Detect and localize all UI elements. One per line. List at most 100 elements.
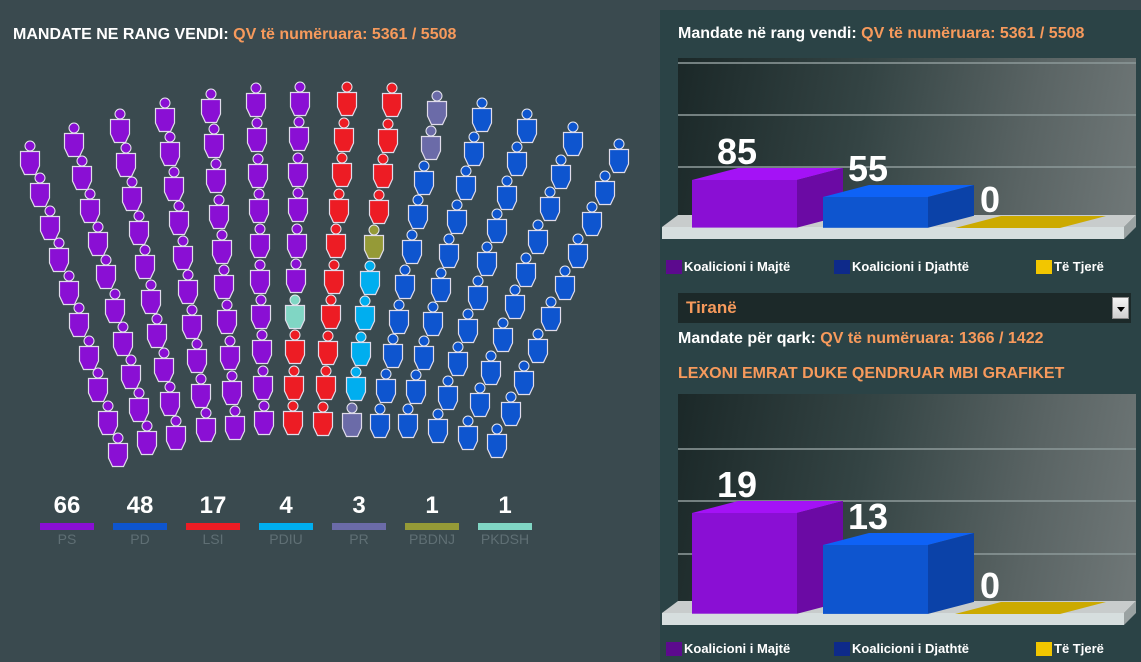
seat-ps[interactable] bbox=[121, 176, 143, 212]
seat-ps[interactable] bbox=[186, 338, 208, 374]
seat-lsi[interactable] bbox=[323, 259, 345, 295]
seat-pd[interactable] bbox=[539, 186, 561, 222]
seat-ps[interactable] bbox=[154, 97, 176, 133]
seat-pd[interactable] bbox=[527, 219, 549, 255]
seat-lsi[interactable] bbox=[312, 401, 334, 437]
seat-ps[interactable] bbox=[251, 329, 273, 365]
seat-pd[interactable] bbox=[413, 335, 435, 371]
seat-ps[interactable] bbox=[213, 264, 235, 300]
seat-ps[interactable] bbox=[247, 153, 269, 189]
seat-lsi[interactable] bbox=[336, 81, 358, 117]
seat-pd[interactable] bbox=[540, 296, 562, 332]
seat-lsi[interactable] bbox=[328, 188, 350, 224]
seat-ps[interactable] bbox=[71, 155, 93, 191]
chart-bar-2[interactable] bbox=[955, 602, 1116, 615]
seat-pd[interactable] bbox=[457, 415, 479, 451]
seat-ps[interactable] bbox=[95, 254, 117, 290]
chart-bar-1[interactable] bbox=[823, 185, 974, 230]
seat-pdiu[interactable] bbox=[350, 331, 372, 367]
seat-ps[interactable] bbox=[120, 354, 142, 390]
seat-pd[interactable] bbox=[405, 369, 427, 405]
seat-ps[interactable] bbox=[165, 415, 187, 451]
seat-pd[interactable] bbox=[388, 299, 410, 335]
seat-ps[interactable] bbox=[211, 229, 233, 265]
seat-ps[interactable] bbox=[249, 223, 271, 259]
seat-ps[interactable] bbox=[159, 131, 181, 167]
seat-pd[interactable] bbox=[438, 233, 460, 269]
seat-ps[interactable] bbox=[288, 116, 310, 152]
seat-pd[interactable] bbox=[608, 138, 630, 174]
seat-pd[interactable] bbox=[447, 341, 469, 377]
seat-pd[interactable] bbox=[446, 199, 468, 235]
seat-ps[interactable] bbox=[136, 420, 158, 456]
seat-lsi[interactable] bbox=[372, 153, 394, 189]
seat-lsi[interactable] bbox=[331, 152, 353, 188]
seat-pd[interactable] bbox=[516, 108, 538, 144]
seat-ps[interactable] bbox=[219, 335, 241, 371]
seat-ps[interactable] bbox=[286, 223, 308, 259]
seat-lsi[interactable] bbox=[333, 117, 355, 153]
seat-pd[interactable] bbox=[506, 141, 528, 177]
seat-pbdnj[interactable] bbox=[363, 224, 385, 260]
seat-ps[interactable] bbox=[153, 347, 175, 383]
seat-pkdsh[interactable] bbox=[284, 294, 306, 330]
seat-ps[interactable] bbox=[252, 365, 274, 401]
seat-ps[interactable] bbox=[172, 235, 194, 271]
seat-ps[interactable] bbox=[107, 432, 129, 468]
seat-lsi[interactable] bbox=[317, 330, 339, 366]
national-coalition-chart[interactable]: 85 55 0 bbox=[662, 58, 1141, 248]
seat-ps[interactable] bbox=[249, 259, 271, 295]
seat-pd[interactable] bbox=[394, 264, 416, 300]
seat-pd[interactable] bbox=[369, 403, 391, 439]
seat-pd[interactable] bbox=[554, 265, 576, 301]
seat-ps[interactable] bbox=[224, 405, 246, 441]
seat-pd[interactable] bbox=[422, 301, 444, 337]
seat-ps[interactable] bbox=[134, 244, 156, 280]
seat-pd[interactable] bbox=[455, 165, 477, 201]
chart-bar-2[interactable] bbox=[955, 216, 1116, 229]
seat-pd[interactable] bbox=[397, 403, 419, 439]
seat-pd[interactable] bbox=[492, 317, 514, 353]
seat-ps[interactable] bbox=[208, 194, 230, 230]
seat-ps[interactable] bbox=[216, 299, 238, 335]
seat-pd[interactable] bbox=[469, 382, 491, 418]
seat-pd[interactable] bbox=[457, 308, 479, 344]
seat-ps[interactable] bbox=[146, 313, 168, 349]
seat-lsi[interactable] bbox=[368, 189, 390, 225]
seat-pd[interactable] bbox=[430, 267, 452, 303]
seat-pd[interactable] bbox=[562, 121, 584, 157]
seat-lsi[interactable] bbox=[320, 294, 342, 330]
seat-pd[interactable] bbox=[594, 170, 616, 206]
seat-ps[interactable] bbox=[248, 188, 270, 224]
seat-ps[interactable] bbox=[177, 269, 199, 305]
seat-ps[interactable] bbox=[39, 205, 61, 241]
seat-lsi[interactable] bbox=[325, 223, 347, 259]
seat-ps[interactable] bbox=[253, 400, 275, 436]
seat-pd[interactable] bbox=[504, 284, 526, 320]
seat-pdiu[interactable] bbox=[359, 260, 381, 296]
seat-ps[interactable] bbox=[245, 82, 267, 118]
seat-pd[interactable] bbox=[471, 97, 493, 133]
district-coalition-chart[interactable]: 19 13 0 bbox=[662, 394, 1141, 626]
seat-ps[interactable] bbox=[29, 172, 51, 208]
seat-ps[interactable] bbox=[79, 188, 101, 224]
seat-ps[interactable] bbox=[159, 381, 181, 417]
seat-pd[interactable] bbox=[480, 350, 502, 386]
seat-pdiu[interactable] bbox=[354, 295, 376, 331]
seat-ps[interactable] bbox=[190, 373, 212, 409]
seat-ps[interactable] bbox=[195, 407, 217, 443]
seat-lsi[interactable] bbox=[282, 400, 304, 436]
seat-ps[interactable] bbox=[205, 158, 227, 194]
seat-ps[interactable] bbox=[48, 237, 70, 273]
seat-pd[interactable] bbox=[463, 131, 485, 167]
seat-ps[interactable] bbox=[289, 81, 311, 117]
seat-pd[interactable] bbox=[515, 252, 537, 288]
seat-ps[interactable] bbox=[128, 210, 150, 246]
seat-pd[interactable] bbox=[496, 175, 518, 211]
seat-ps[interactable] bbox=[221, 370, 243, 406]
seat-ps[interactable] bbox=[63, 122, 85, 158]
seat-pd[interactable] bbox=[476, 241, 498, 277]
seat-ps[interactable] bbox=[163, 166, 185, 202]
seat-pdiu[interactable] bbox=[345, 366, 367, 402]
seat-pd[interactable] bbox=[500, 391, 522, 427]
